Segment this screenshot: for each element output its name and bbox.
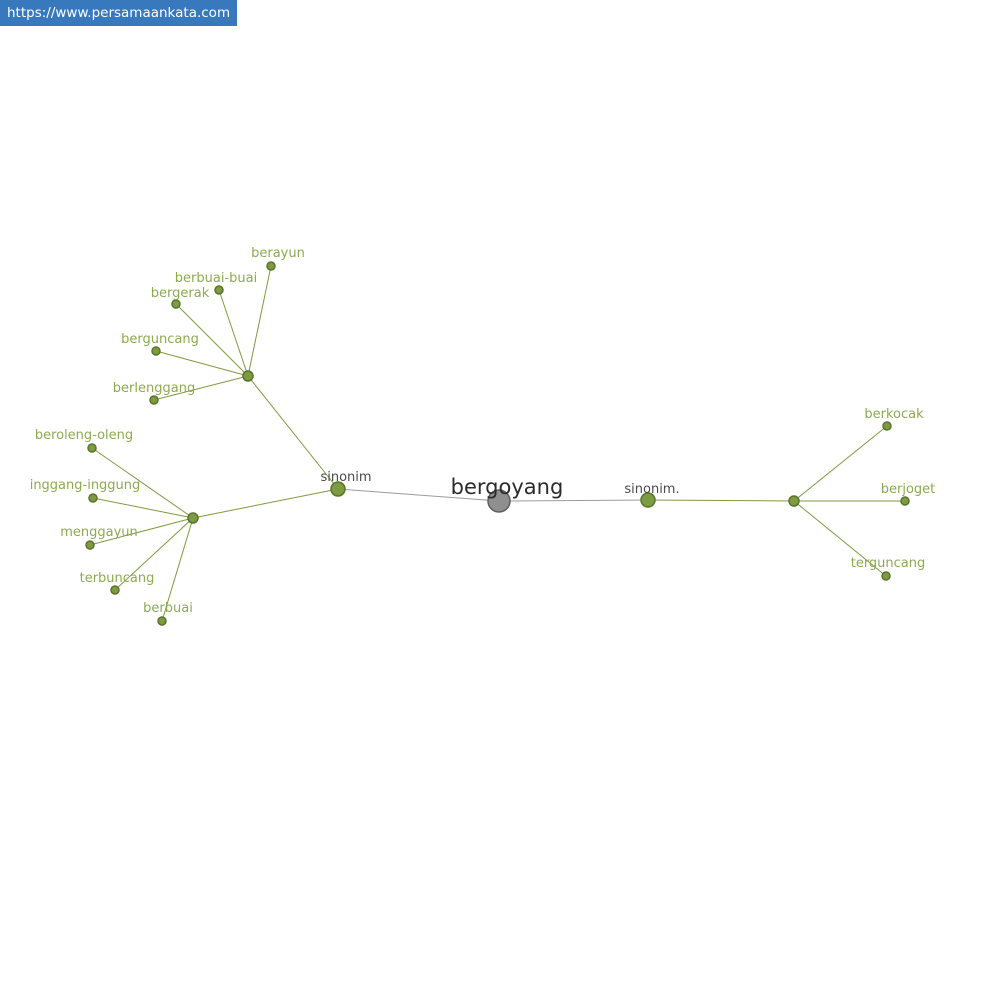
node-label-menggayun[interactable]: menggayun	[60, 525, 138, 540]
edge-root-sinonim-right	[498, 499, 649, 502]
node-label-berlenggang[interactable]: berlenggang	[113, 381, 195, 396]
edge-hub-upper-berlenggang	[153, 375, 249, 401]
node-label-sinonim-left[interactable]: sinonim	[320, 470, 371, 485]
node-label-berguncang[interactable]: berguncang	[121, 332, 199, 347]
node-berayun[interactable]	[266, 261, 276, 271]
edge-hub-right-berkocak	[793, 425, 888, 502]
node-berlenggang[interactable]	[149, 395, 159, 405]
edge-sinonim-right-hub-right	[647, 499, 795, 502]
node-berjoget[interactable]	[900, 496, 910, 506]
node-menggayun[interactable]	[85, 540, 95, 550]
node-sinonim-left[interactable]	[330, 481, 346, 497]
edge-hub-lower-menggayun	[89, 517, 194, 546]
node-label-inggang-inggung[interactable]: inggang-inggung	[30, 478, 141, 493]
edge-hub-upper-berguncang	[155, 350, 249, 377]
node-label-berayun[interactable]: berayun	[251, 246, 305, 261]
edge-hub-upper-sinonim-left	[247, 375, 339, 490]
edge-hub-lower-berbuai	[161, 517, 194, 622]
edge-hub-lower-inggang-inggung	[92, 497, 194, 519]
edge-hub-upper-bergerak	[175, 303, 249, 377]
edge-hub-lower-sinonim-left	[192, 488, 339, 519]
node-label-root[interactable]: bergoyang	[451, 475, 564, 499]
node-label-berjoget[interactable]: berjoget	[881, 482, 936, 497]
node-hub-right[interactable]	[788, 495, 800, 507]
node-bergerak[interactable]	[171, 299, 181, 309]
edge-sinonim-left-root	[337, 488, 500, 502]
node-berkocak[interactable]	[882, 421, 892, 431]
node-terbuncang[interactable]	[110, 585, 120, 595]
node-hub-lower[interactable]	[187, 512, 199, 524]
node-terguncang[interactable]	[881, 571, 891, 581]
edge-hub-upper-berayun	[247, 265, 272, 377]
edge-hub-lower-beroleng-oleng	[91, 447, 194, 519]
edge-hub-lower-terbuncang	[114, 517, 194, 591]
node-hub-upper[interactable]	[242, 370, 254, 382]
node-label-berbuai[interactable]: berbuai	[143, 601, 193, 616]
node-label-bergerak[interactable]: bergerak	[151, 286, 210, 301]
edge-hub-upper-berbuai-buai	[218, 289, 249, 377]
url-watermark: https://www.persamaankata.com	[0, 0, 238, 26]
node-sinonim-right[interactable]	[640, 492, 656, 508]
node-berbuai[interactable]	[157, 616, 167, 626]
node-inggang-inggung[interactable]	[88, 493, 98, 503]
node-berguncang[interactable]	[151, 346, 161, 356]
node-label-beroleng-oleng[interactable]: beroleng-oleng	[35, 428, 133, 443]
node-label-sinonim-right[interactable]: sinonim.	[624, 482, 679, 497]
node-root[interactable]	[487, 489, 511, 513]
node-berbuai-buai[interactable]	[214, 285, 224, 295]
edge-hub-right-terguncang	[793, 500, 887, 577]
node-label-berkocak[interactable]: berkocak	[864, 407, 924, 422]
node-label-terbuncang[interactable]: terbuncang	[80, 571, 155, 586]
node-beroleng-oleng[interactable]	[87, 443, 97, 453]
node-label-terguncang[interactable]: terguncang	[851, 556, 926, 571]
node-label-berbuai-buai[interactable]: berbuai-buai	[175, 271, 257, 286]
